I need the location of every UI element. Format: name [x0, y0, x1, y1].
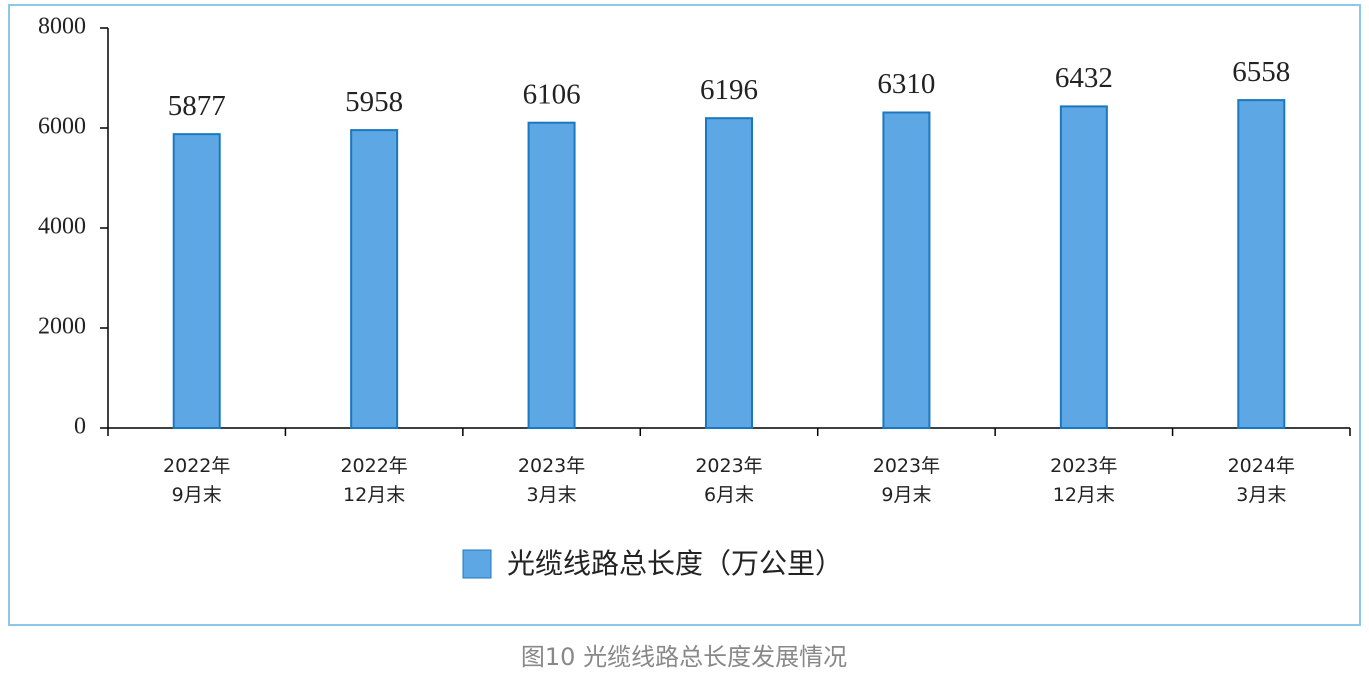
- x-tick-label: 2023年 6月末: [695, 455, 762, 506]
- bar: [172, 133, 221, 429]
- bar: [705, 117, 753, 429]
- value-label: 6310: [877, 68, 935, 100]
- value-label: 5877: [168, 90, 226, 122]
- x-tick-label: 2023年 12月末: [1050, 455, 1117, 506]
- x-tick-label: 2023年 9月末: [873, 455, 940, 506]
- bar: [527, 121, 576, 429]
- bar: [1237, 99, 1286, 429]
- caption: 图10 光缆线路总长度发展情况: [521, 643, 847, 671]
- x-tick-label: 2022年 9月末: [163, 455, 230, 506]
- value-label: 6106: [523, 78, 581, 110]
- y-tick-label: 8000: [38, 14, 86, 40]
- legend-swatch: [462, 549, 492, 579]
- y-tick-label: 4000: [38, 214, 86, 240]
- y-tick-label: 0: [74, 414, 86, 440]
- bar: [350, 129, 399, 429]
- value-label: 6432: [1055, 62, 1113, 94]
- x-tick-label: 2022年 12月末: [340, 455, 407, 506]
- value-label: 6558: [1232, 56, 1290, 88]
- legend-label: 光缆线路总长度（万公里）: [507, 547, 843, 580]
- bar: [882, 111, 931, 429]
- value-label: 6196: [700, 74, 758, 106]
- x-tick-label: 2023年 3月末: [518, 455, 585, 506]
- x-tick-label: 2024年 3月末: [1228, 455, 1295, 506]
- y-tick-label: 6000: [38, 114, 86, 140]
- y-tick-label: 2000: [38, 314, 86, 340]
- chart-frame: [8, 4, 1361, 626]
- value-label: 5958: [345, 86, 403, 118]
- bar: [1059, 105, 1108, 430]
